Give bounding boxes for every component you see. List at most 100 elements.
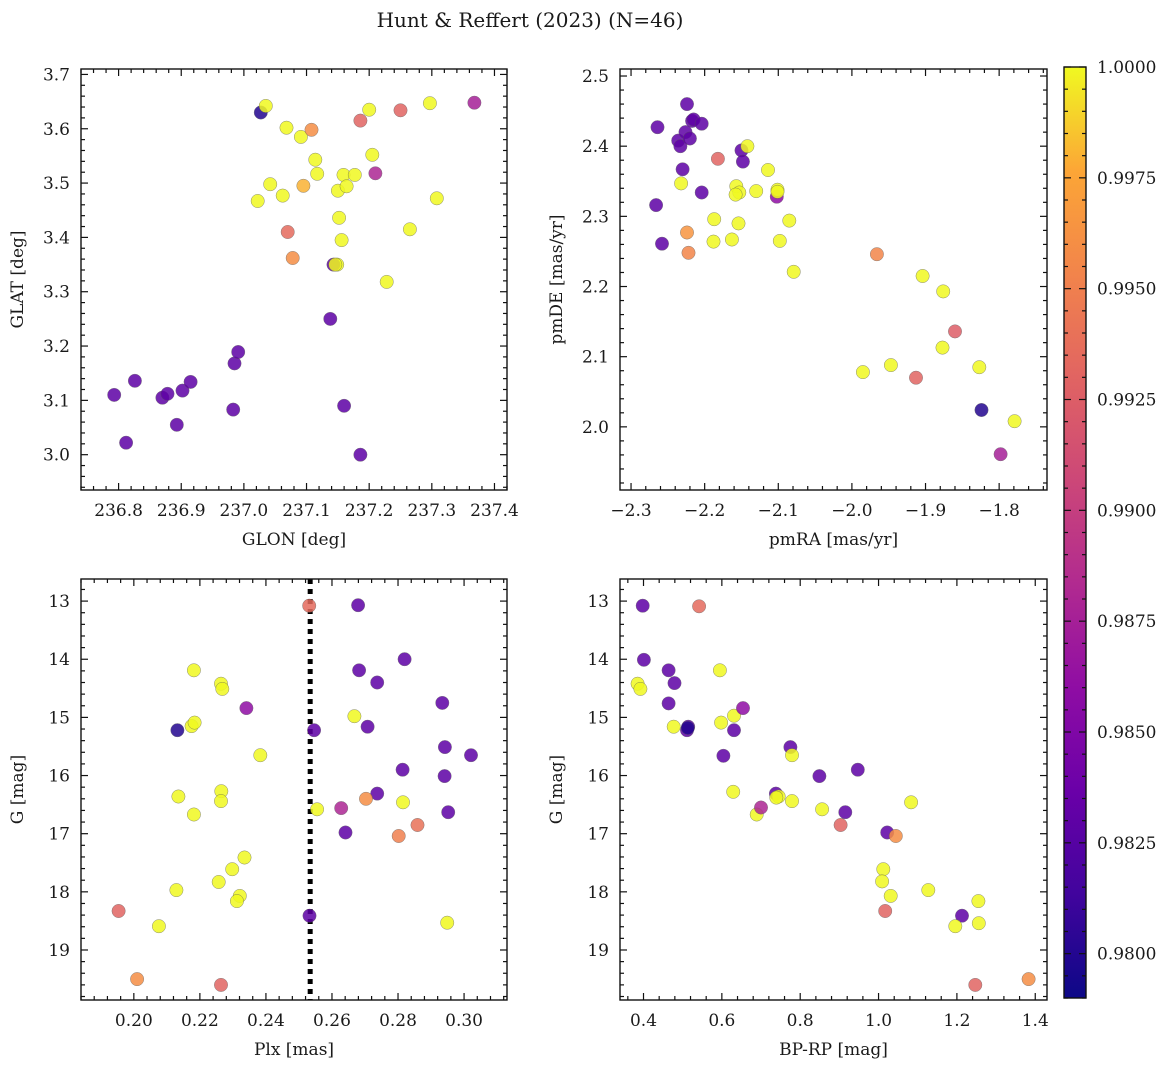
data-point bbox=[397, 652, 412, 667]
data-point bbox=[395, 762, 410, 777]
data-point bbox=[396, 795, 410, 810]
points-pm bbox=[649, 97, 1022, 462]
y-tick-label: 17 bbox=[48, 825, 70, 845]
data-point bbox=[850, 762, 865, 777]
data-point bbox=[347, 709, 362, 724]
data-point bbox=[351, 598, 365, 613]
x-tick-label: 0.8 bbox=[787, 1011, 814, 1031]
x-tick-label: 237.0 bbox=[220, 501, 269, 521]
data-point bbox=[993, 447, 1008, 462]
colorbar-tick-label: 0.9975 bbox=[1097, 169, 1156, 189]
y-tick-label: 15 bbox=[587, 708, 609, 728]
data-point bbox=[353, 113, 368, 128]
data-point bbox=[635, 598, 650, 613]
data-point bbox=[782, 213, 797, 228]
data-point bbox=[713, 663, 727, 678]
y-tick-label: 14 bbox=[587, 650, 609, 670]
data-point bbox=[785, 794, 799, 808]
data-point bbox=[770, 184, 785, 199]
data-point bbox=[339, 179, 354, 194]
data-point bbox=[1021, 972, 1036, 986]
data-point bbox=[815, 802, 829, 817]
data-point bbox=[275, 188, 290, 203]
data-point bbox=[680, 225, 694, 240]
data-point bbox=[250, 194, 265, 208]
data-point bbox=[637, 652, 651, 667]
colorbar-gradient bbox=[1064, 67, 1086, 998]
data-point bbox=[393, 103, 408, 118]
data-point bbox=[370, 675, 385, 690]
data-point bbox=[968, 978, 983, 992]
x-tick-label: 236.9 bbox=[157, 501, 206, 521]
data-point bbox=[786, 264, 801, 279]
y-tick-label: 3.4 bbox=[43, 228, 70, 248]
data-point bbox=[328, 257, 343, 272]
data-point bbox=[833, 818, 848, 832]
data-point bbox=[904, 795, 918, 810]
data-point bbox=[812, 769, 827, 783]
points-cmd bbox=[630, 598, 1036, 992]
data-point bbox=[293, 129, 308, 144]
colorbar-tick-label: 0.9800 bbox=[1097, 945, 1156, 965]
data-point bbox=[736, 154, 750, 169]
data-point bbox=[936, 284, 951, 299]
data-point bbox=[187, 715, 202, 730]
y-tick-label: 2.3 bbox=[582, 207, 609, 227]
x-tick-label: 237.1 bbox=[282, 501, 331, 521]
y-tick-label: 2.2 bbox=[582, 278, 609, 298]
data-point bbox=[714, 715, 728, 730]
x-axis-label: Plx [mas] bbox=[254, 1040, 334, 1060]
data-point bbox=[307, 723, 321, 738]
colorbar-tick-label: 0.9850 bbox=[1097, 723, 1156, 743]
y-tick-label: 18 bbox=[48, 883, 70, 903]
data-point bbox=[726, 784, 741, 799]
data-point bbox=[655, 236, 669, 251]
y-tick-label: 14 bbox=[48, 650, 70, 670]
data-point bbox=[694, 116, 709, 131]
data-point bbox=[171, 789, 186, 804]
x-tick-label: 236.8 bbox=[94, 501, 143, 521]
data-point bbox=[772, 233, 787, 248]
colorbar-tick-label: 0.9825 bbox=[1097, 834, 1156, 854]
data-point bbox=[694, 185, 709, 200]
data-point bbox=[948, 919, 963, 934]
data-point bbox=[838, 805, 853, 820]
x-tick-label: 0.4 bbox=[630, 1011, 657, 1031]
data-point bbox=[362, 102, 377, 117]
axes-frame bbox=[80, 578, 508, 1001]
data-point bbox=[736, 701, 750, 715]
data-point bbox=[785, 748, 799, 763]
data-point bbox=[215, 682, 230, 696]
ticks-cmd bbox=[620, 579, 1047, 1000]
data-point bbox=[352, 663, 366, 678]
data-point bbox=[334, 801, 349, 815]
y-tick-label: 13 bbox=[48, 592, 70, 612]
data-point bbox=[661, 663, 676, 678]
data-point bbox=[875, 874, 889, 889]
data-point bbox=[856, 365, 870, 379]
data-point bbox=[974, 403, 989, 417]
data-point bbox=[368, 166, 383, 181]
y-axis-label: pmDE [mas/yr] bbox=[547, 214, 567, 344]
data-point bbox=[876, 862, 891, 877]
data-point bbox=[214, 978, 228, 992]
data-point bbox=[175, 383, 190, 398]
data-point bbox=[338, 825, 353, 840]
data-point bbox=[728, 187, 743, 202]
data-point bbox=[921, 883, 936, 897]
y-axis-label: GLAT [deg] bbox=[8, 230, 28, 328]
data-point bbox=[681, 245, 696, 260]
y-tick-label: 3.2 bbox=[43, 337, 70, 357]
y-tick-label: 3.3 bbox=[43, 283, 70, 303]
data-point bbox=[304, 122, 319, 137]
data-point bbox=[666, 719, 681, 734]
data-point bbox=[239, 701, 254, 715]
data-point bbox=[884, 358, 898, 372]
data-point bbox=[365, 147, 380, 162]
data-point bbox=[170, 723, 185, 738]
data-point bbox=[151, 919, 166, 934]
x-tick-label: −1.9 bbox=[905, 501, 946, 521]
y-tick-label: 16 bbox=[48, 767, 70, 787]
data-point bbox=[111, 904, 126, 918]
